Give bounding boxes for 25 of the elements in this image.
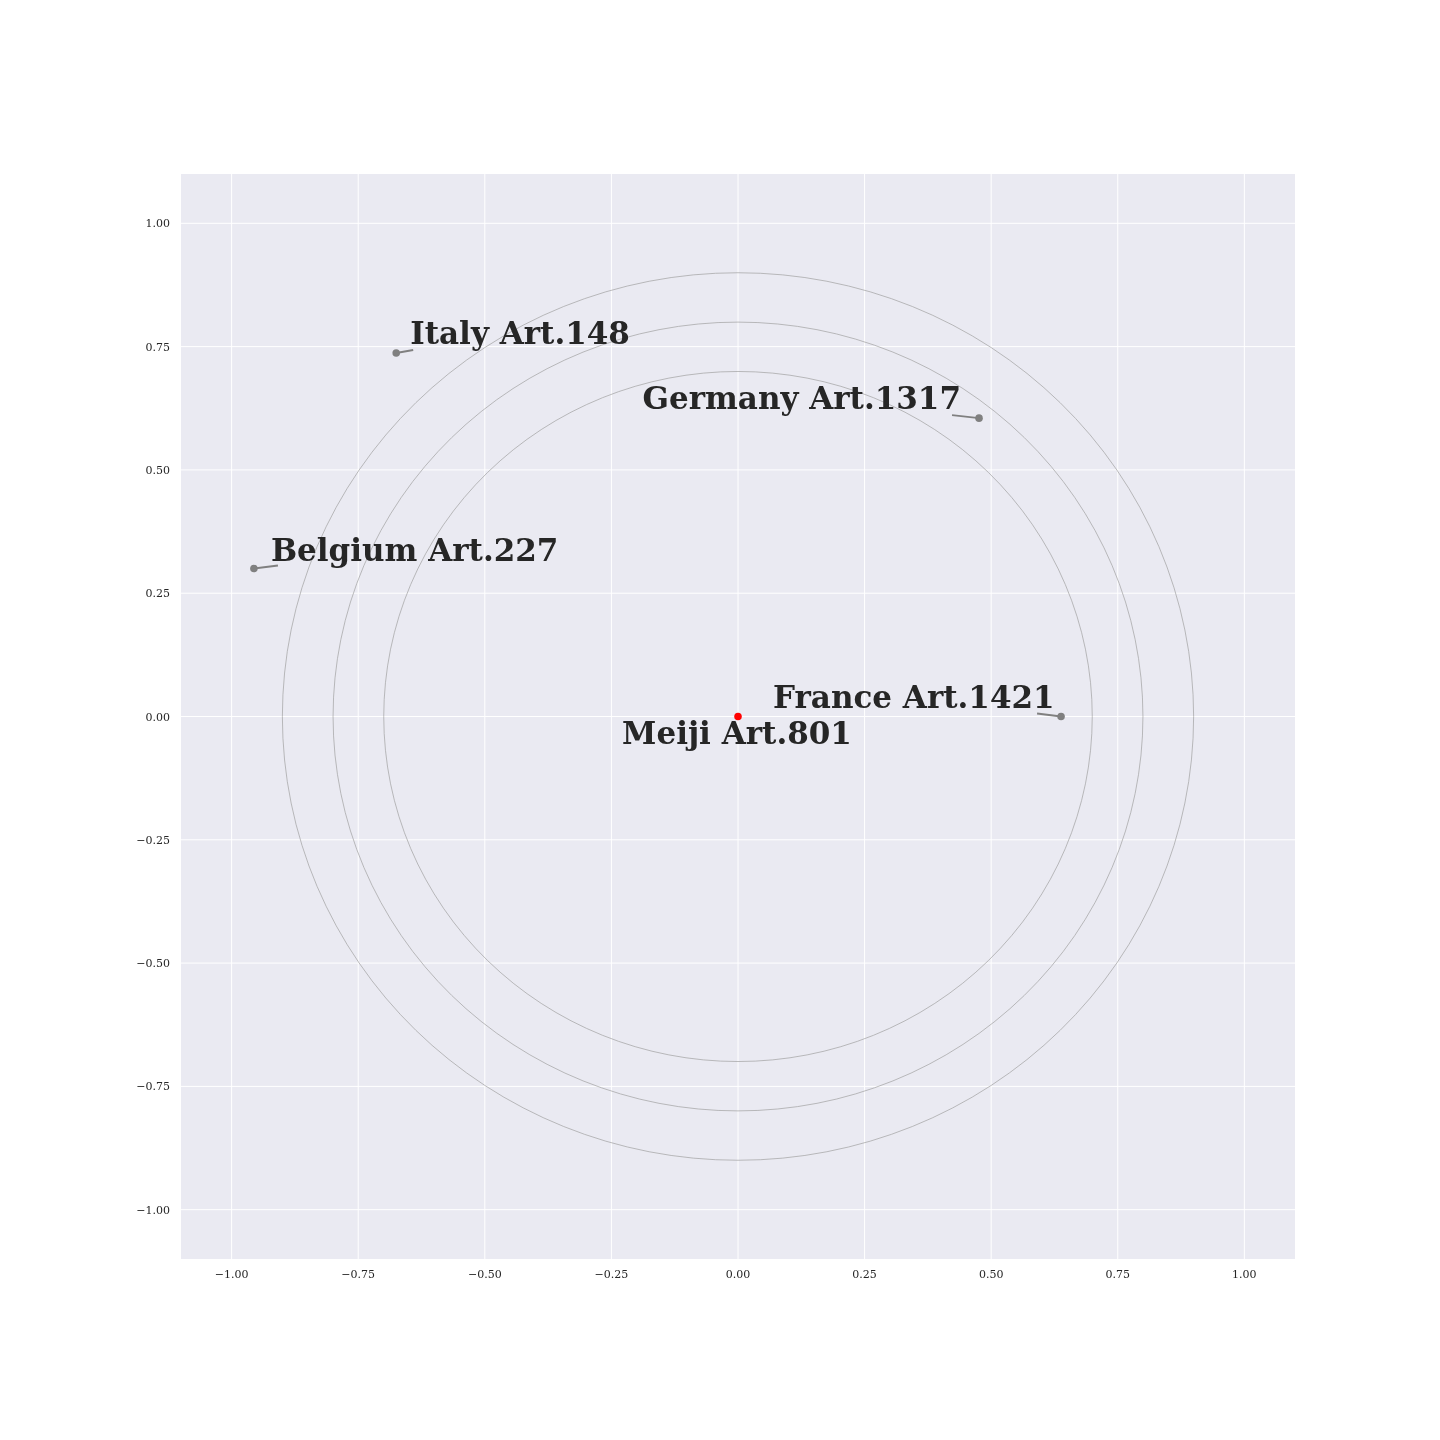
y-tick-label: 0.25 [145,587,170,601]
annotation: Meiji Art.801 [622,714,852,751]
point [975,414,983,422]
y-tick-label: 0.00 [145,710,170,724]
x-tick-label: 1.00 [1232,1268,1257,1281]
annotation: Belgium Art.227 [270,531,559,568]
point [392,349,400,357]
annotation: France Art.1421 [773,678,1055,715]
annotation: Italy Art.148 [410,315,630,352]
y-tick-label: 0.50 [145,463,170,477]
x-tick-label: 0.50 [978,1268,1004,1281]
x-tick-label: −1.00 [214,1268,249,1281]
y-tick-label: −0.75 [136,1080,170,1094]
x-tick-label: −0.25 [594,1268,629,1281]
y-tick-label: −0.25 [136,833,170,847]
annotation: Germany Art.1317 [642,380,962,417]
y-tick-label: 1.00 [145,217,170,231]
x-tick-label: 0.75 [1105,1268,1131,1281]
x-tick-label: −0.50 [467,1268,502,1281]
x-tick-label: 0.25 [852,1268,877,1281]
y-tick-label: −1.00 [136,1203,170,1217]
y-tick-label: −0.50 [136,957,170,971]
y-tick-label: 0.75 [145,340,170,354]
x-tick-label: 0.00 [725,1268,751,1281]
x-tick-label: −0.75 [341,1268,376,1281]
